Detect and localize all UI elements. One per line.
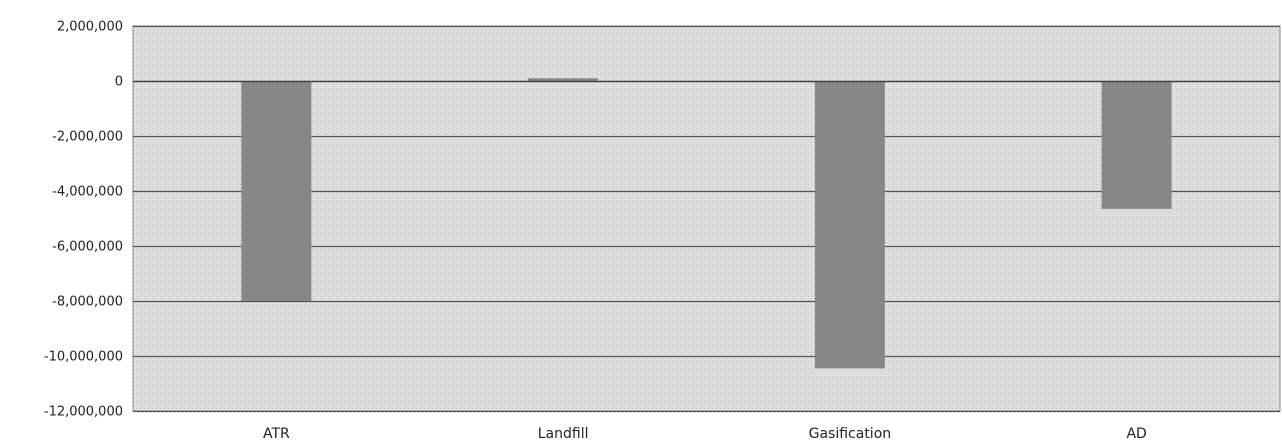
y-tick-label: -10,000,000	[44, 350, 123, 365]
x-category-label: AD	[1126, 426, 1146, 442]
y-tick-label: -4,000,000	[52, 185, 123, 200]
y-tick-label: 0	[115, 75, 123, 90]
y-tick-label: -12,000,000	[44, 405, 123, 420]
y-axis-tick-labels: 2,000,000 0 -2,000,000 -4,000,000 -6,000,000…	[44, 20, 123, 420]
bar-atr	[241, 81, 312, 301]
gridlines	[133, 25, 1280, 413]
y-tick-label: -8,000,000	[52, 295, 123, 310]
x-category-label: Gasification	[809, 426, 892, 442]
bar-gasification	[814, 81, 885, 369]
y-tick-label: -6,000,000	[52, 240, 123, 255]
x-category-label: ATR	[263, 426, 290, 442]
x-category-label: Landfill	[538, 426, 589, 442]
bar-landfill	[528, 78, 599, 81]
x-axis-category-labels: ATR Landfill Gasification AD	[263, 426, 1147, 442]
plot-area	[132, 25, 1281, 412]
y-tick-label: -2,000,000	[52, 130, 123, 145]
bar-ad	[1101, 81, 1172, 209]
y-tick-label: 2,000,000	[57, 20, 123, 35]
bars	[241, 78, 1172, 369]
